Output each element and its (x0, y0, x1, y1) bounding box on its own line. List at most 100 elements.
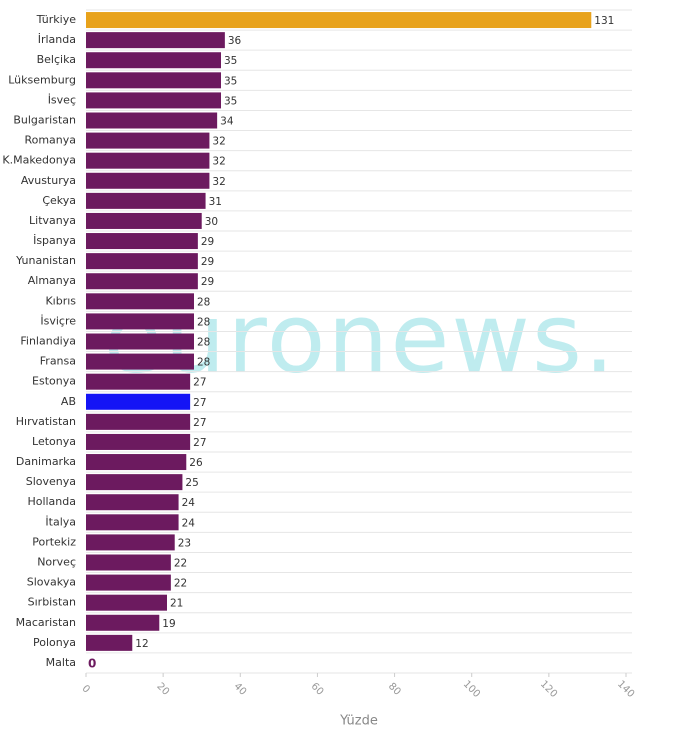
y-tick-label: Fransa (40, 355, 76, 368)
y-tick-label: Kıbrıs (45, 294, 76, 307)
bar (86, 273, 198, 290)
y-tick-label: Letonya (32, 435, 76, 448)
value-label: 24 (182, 517, 196, 529)
y-tick-label: İrlanda (38, 33, 76, 46)
bar (86, 233, 198, 250)
x-tick-label: 100 (461, 679, 482, 700)
y-tick-label: İsveç (48, 93, 76, 106)
value-label: 19 (162, 618, 175, 630)
bar (86, 594, 167, 611)
value-label: 0 (88, 656, 96, 670)
y-tick-label: Macaristan (16, 616, 76, 629)
value-label: 25 (185, 477, 198, 489)
value-label: 27 (193, 397, 206, 409)
value-label: 30 (205, 216, 218, 228)
bar (86, 293, 194, 310)
y-tick-label: Hırvatistan (16, 415, 76, 428)
value-label: 35 (224, 55, 237, 67)
bar (86, 172, 210, 189)
y-tick-label: Danimarka (16, 455, 76, 468)
x-axis-label: Yüzde (339, 714, 378, 729)
bar (86, 534, 175, 551)
y-tick-label: Çekya (42, 194, 76, 207)
y-tick-label: İspanya (33, 234, 76, 247)
y-tick-label: Avusturya (21, 174, 76, 187)
bar (86, 454, 187, 471)
y-tick-label: Lüksemburg (8, 73, 76, 86)
value-label: 12 (135, 638, 148, 650)
y-tick-label: Norveç (37, 556, 76, 569)
value-label: 24 (182, 497, 196, 509)
value-label: 21 (170, 598, 183, 610)
x-tick-label: 40 (232, 681, 249, 698)
bar (86, 132, 210, 149)
value-label: 32 (212, 176, 225, 188)
bar (86, 514, 179, 531)
y-tick-label: AB (61, 395, 76, 408)
bar (86, 433, 191, 450)
bar (86, 393, 191, 410)
bar (86, 554, 171, 571)
y-tick-label: Slovenya (26, 475, 76, 488)
bar (86, 353, 194, 370)
y-tick-label: Slovakya (27, 576, 76, 589)
x-tick-label: 0 (80, 683, 92, 695)
bar (86, 373, 191, 390)
y-tick-label: Hollanda (27, 495, 76, 508)
y-tick-label: Yunanistan (15, 254, 76, 267)
bar (86, 634, 133, 651)
bar (86, 494, 179, 511)
bar (86, 72, 221, 89)
y-tick-label: Portekiz (32, 535, 76, 548)
y-tick-label: Polonya (33, 636, 76, 649)
bar (86, 313, 194, 330)
value-label: 28 (197, 357, 210, 369)
value-label: 29 (201, 276, 214, 288)
bar (86, 92, 221, 109)
value-label: 36 (228, 35, 242, 47)
value-label: 28 (197, 296, 210, 308)
value-label: 27 (193, 437, 206, 449)
value-label: 35 (224, 95, 237, 107)
value-label: 34 (220, 116, 234, 128)
bar (86, 574, 171, 591)
bar (86, 474, 183, 491)
bar (86, 52, 221, 69)
x-tick-label: 80 (386, 681, 403, 698)
y-tick-label: Finlandiya (20, 335, 76, 348)
y-tick-label: Estonya (32, 375, 76, 388)
y-tick-label: İtalya (45, 515, 76, 528)
y-tick-label: Almanya (28, 274, 76, 287)
value-label: 26 (189, 457, 203, 469)
bar (86, 152, 210, 169)
bar (86, 12, 592, 29)
bar (86, 212, 202, 229)
y-tick-label: K.Makedonya (2, 154, 76, 167)
value-label: 131 (594, 15, 614, 27)
bar (86, 413, 191, 430)
value-label: 29 (201, 236, 214, 248)
x-tick-label: 120 (538, 679, 559, 700)
y-tick-label: Bulgaristan (13, 114, 76, 127)
bar (86, 32, 225, 49)
x-tick-label: 140 (615, 679, 636, 700)
value-label: 32 (212, 136, 225, 148)
value-label: 32 (212, 156, 225, 168)
y-tick-label: İsviçre (40, 314, 76, 327)
y-tick-label: Sırbistan (28, 596, 76, 609)
bar (86, 333, 194, 350)
x-tick-label: 60 (309, 681, 326, 698)
y-tick-label: Türkiye (36, 13, 77, 26)
value-label: 27 (193, 377, 206, 389)
bar (86, 112, 218, 129)
value-label: 23 (178, 537, 191, 549)
bar (86, 192, 206, 209)
value-label: 22 (174, 558, 187, 570)
y-tick-label: Malta (46, 656, 76, 669)
value-label: 27 (193, 417, 206, 429)
value-label: 35 (224, 75, 237, 87)
bar (86, 614, 160, 631)
value-label: 22 (174, 578, 187, 590)
y-tick-label: Litvanya (29, 214, 76, 227)
y-tick-label: Belçika (37, 53, 76, 66)
